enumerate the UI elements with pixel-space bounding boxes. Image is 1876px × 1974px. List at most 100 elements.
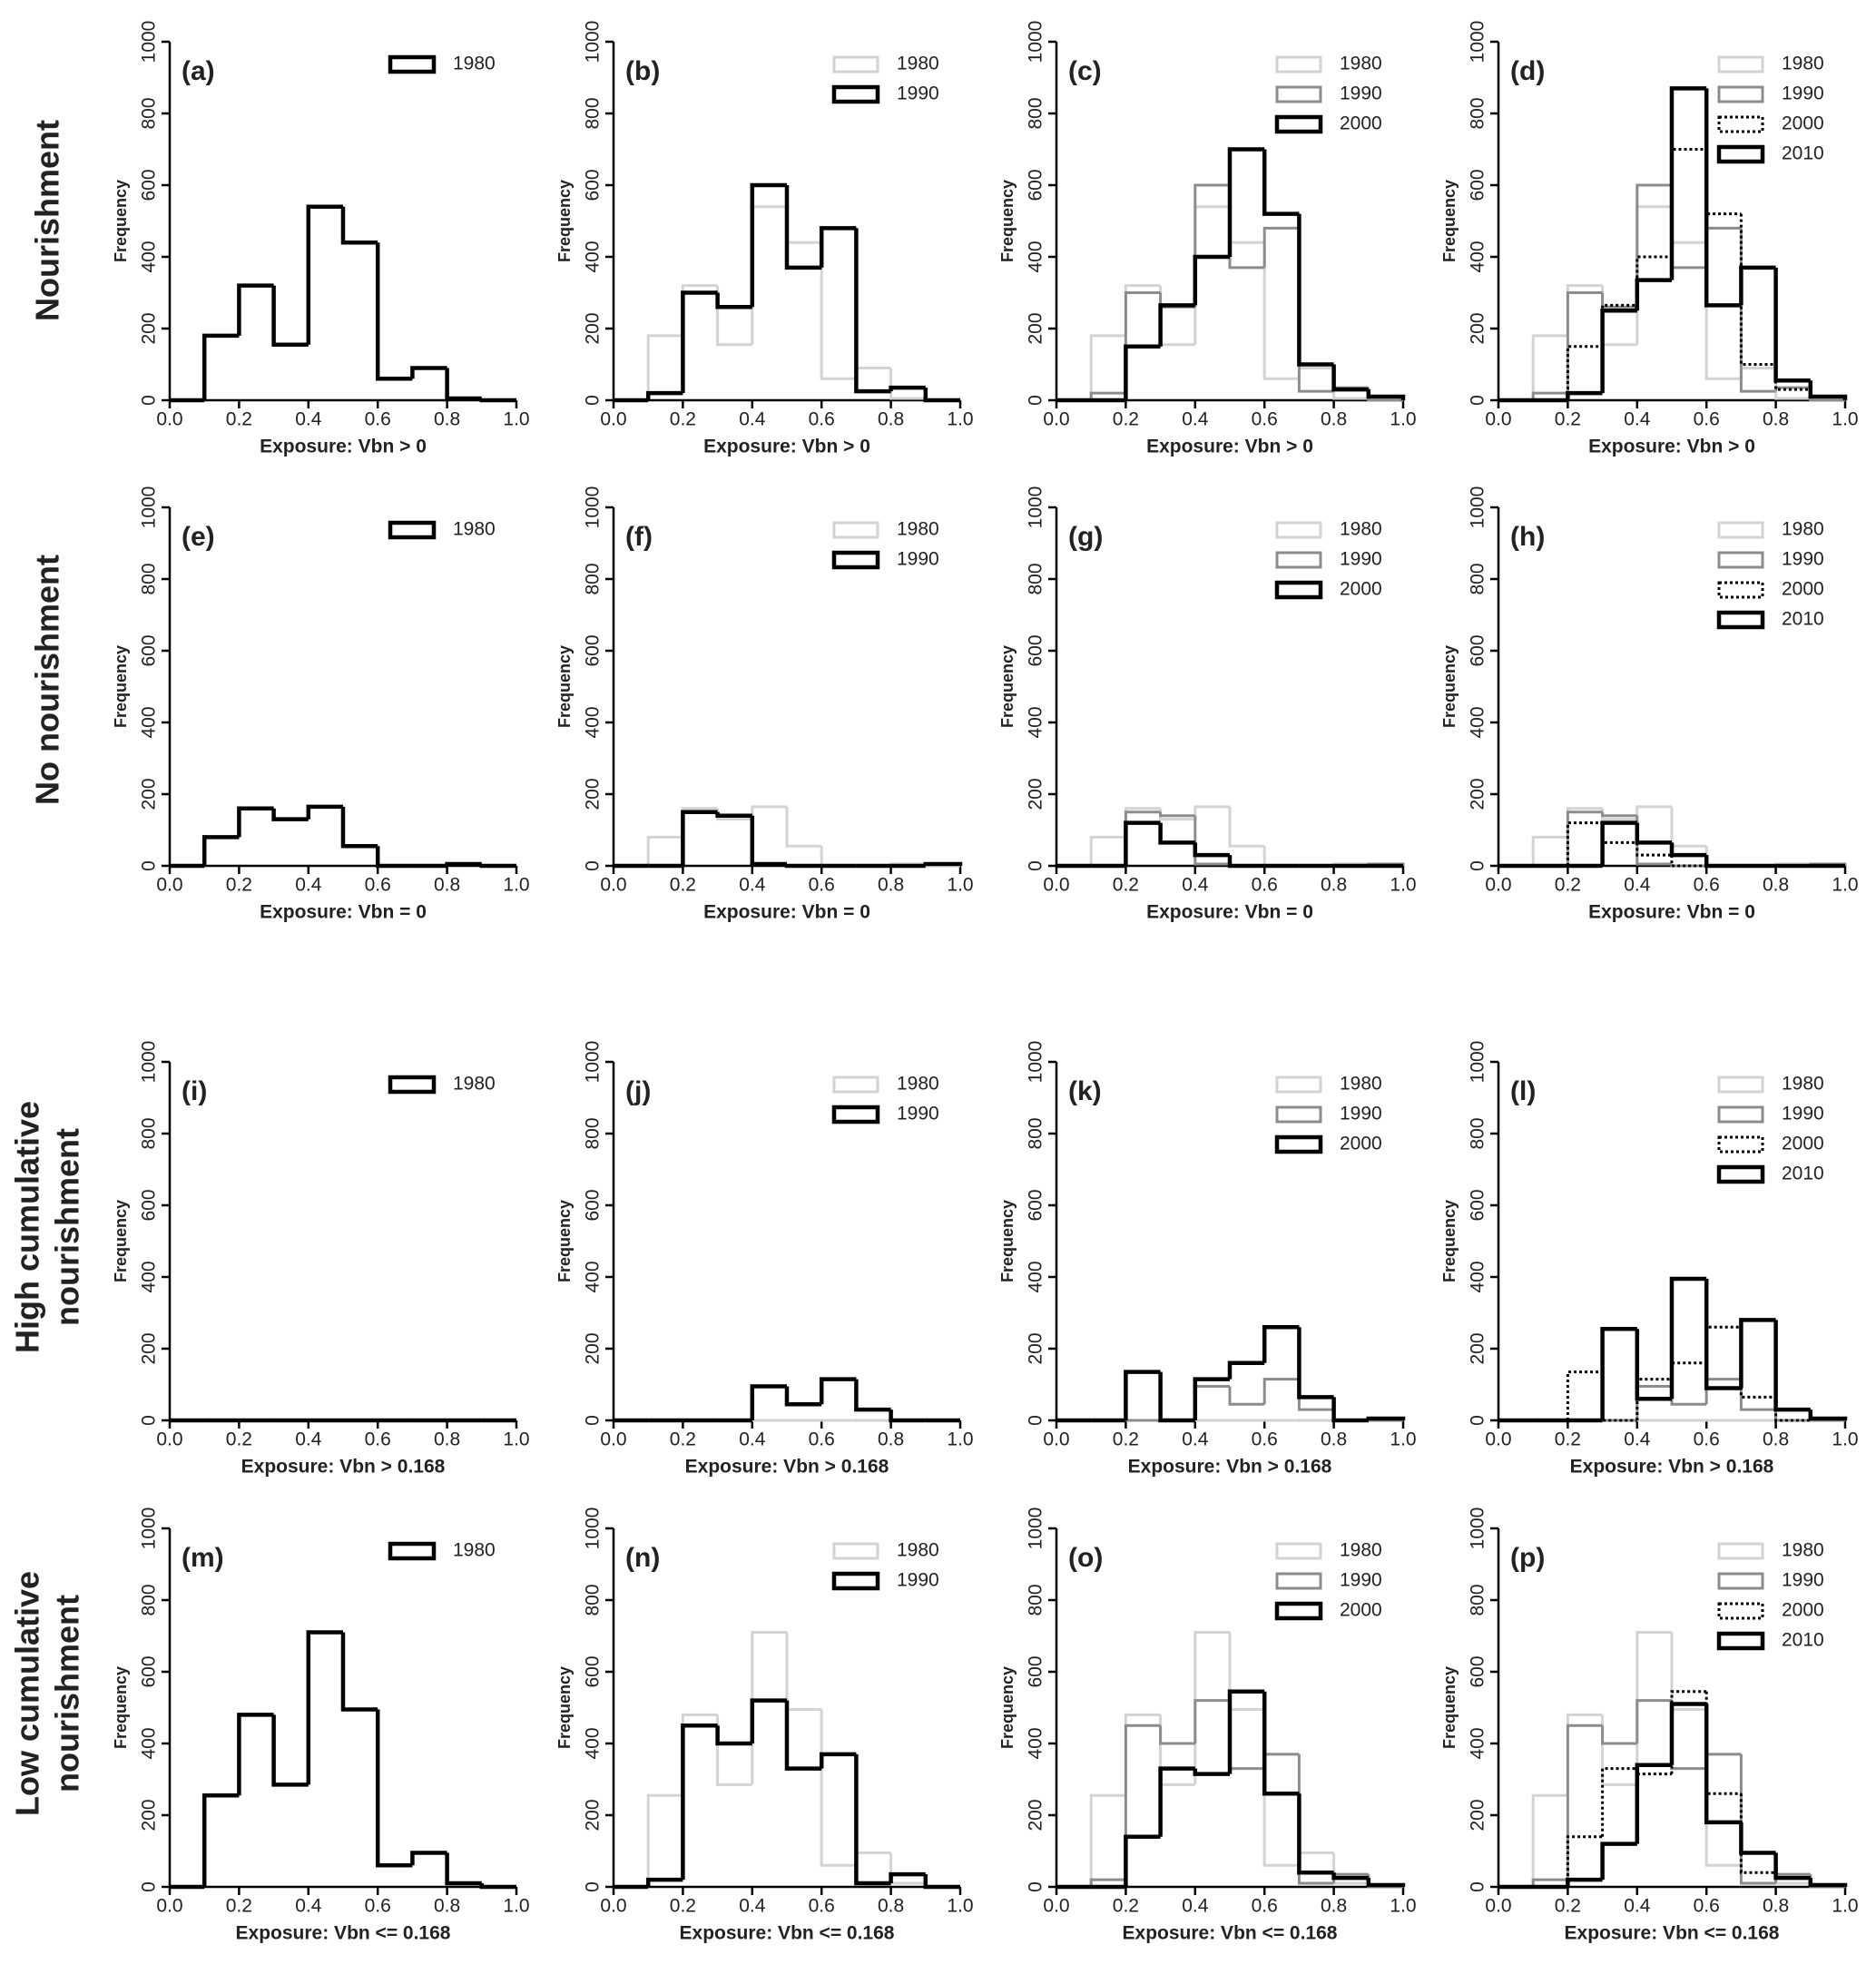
x-tick-label: 0.0 — [1043, 875, 1069, 896]
histogram-step — [306, 1630, 343, 1785]
x-tick-label: 0.6 — [809, 1429, 835, 1450]
legend-swatch — [1274, 1134, 1323, 1154]
x-tick-label: 0.8 — [1763, 409, 1789, 430]
panel-label: (d) — [1510, 56, 1545, 86]
x-tick-label: 0.2 — [1555, 875, 1581, 896]
x-tick-label: 0.8 — [1763, 1429, 1789, 1450]
x-tick-label: 0.6 — [1252, 1429, 1278, 1450]
x-tick-label: 0.8 — [434, 1429, 460, 1450]
x-tick-label: 0.6 — [1694, 875, 1720, 896]
legend-swatch — [1717, 551, 1764, 569]
histogram-step — [889, 368, 926, 400]
histogram-step — [1158, 303, 1195, 347]
histogram-step — [1635, 805, 1672, 820]
x-axis-label: Exposure: Vbn > 0 — [260, 437, 427, 457]
x-tick-label: 0.2 — [670, 1429, 696, 1450]
histogram-step — [1193, 254, 1230, 306]
legend-label: 1980 — [453, 519, 496, 540]
x-tick-label: 0.2 — [670, 875, 696, 896]
histogram-step — [1670, 148, 1707, 257]
x-tick-label: 0.0 — [600, 875, 626, 896]
y-tick-label: 600 — [139, 169, 160, 201]
x-axis-label: Exposure: Vbn > 0.168 — [241, 1457, 446, 1478]
x-tick-label: 0.4 — [739, 1429, 766, 1450]
x-tick-label: 0.2 — [1113, 1429, 1139, 1450]
x-tick-label: 0.6 — [1694, 1429, 1720, 1450]
y-tick-label: 600 — [583, 1655, 604, 1687]
x-tick-label: 0.8 — [1321, 1429, 1347, 1450]
y-tick-label: 400 — [1468, 706, 1488, 738]
y-tick-label: 800 — [139, 1584, 160, 1616]
histogram-step — [1704, 242, 1742, 380]
x-tick-label: 1.0 — [503, 1896, 529, 1917]
y-tick-label: 800 — [1026, 97, 1046, 129]
row-label: No nourishment — [29, 555, 66, 805]
histogram-step — [1531, 1878, 1568, 1887]
histogram-step — [1124, 291, 1161, 394]
histogram-step — [1124, 344, 1161, 400]
histogram-step — [1601, 1714, 1637, 1786]
row-label: Low cumulative — [9, 1571, 46, 1816]
y-axis-label: Frequency — [555, 1200, 574, 1282]
histogram-step — [1600, 1327, 1637, 1420]
histogram-step — [1193, 842, 1230, 858]
histogram-step — [1193, 205, 1230, 345]
y-axis-label: Frequency — [998, 645, 1017, 728]
histogram-step — [1635, 278, 1672, 311]
histogram-step — [1601, 808, 1637, 821]
histogram-step — [646, 334, 683, 400]
legend-swatch — [1717, 1542, 1764, 1560]
histogram-step — [645, 390, 683, 400]
histogram-step — [716, 285, 752, 347]
x-axis-label: Exposure: Vbn > 0 — [1588, 437, 1755, 457]
y-tick-label: 0 — [139, 1881, 160, 1892]
y-tick-label: 400 — [1468, 241, 1488, 272]
x-tick-label: 0.0 — [156, 875, 182, 896]
y-axis-label: Frequency — [998, 180, 1017, 262]
histogram-step — [1601, 1767, 1637, 1837]
histogram-step — [1601, 1371, 1637, 1422]
y-tick-label: 400 — [1026, 706, 1046, 738]
histogram-step — [306, 204, 343, 345]
legend-swatch — [832, 1075, 879, 1094]
x-tick-label: 0.0 — [600, 1429, 626, 1450]
histogram-step — [1124, 1834, 1161, 1887]
y-tick-label: 600 — [139, 1655, 160, 1687]
y-tick-label: 1000 — [139, 1041, 160, 1084]
histogram-step — [1774, 368, 1811, 400]
legend-label: 2000 — [1782, 113, 1824, 134]
legend-label: 2000 — [1340, 579, 1382, 600]
x-axis-label: Exposure: Vbn <= 0.168 — [1123, 1923, 1338, 1944]
y-tick-label: 400 — [139, 1261, 160, 1292]
legend-label: 1990 — [897, 83, 939, 104]
histogram-step — [1566, 810, 1603, 866]
histogram-step — [1228, 1632, 1265, 1711]
x-tick-label: 0.4 — [739, 1896, 766, 1917]
histogram-step — [1193, 183, 1230, 308]
panel-label: (l) — [1510, 1076, 1536, 1106]
y-tick-label: 600 — [1026, 169, 1046, 201]
y-tick-label: 0 — [139, 860, 160, 871]
histogram-step — [1566, 345, 1603, 400]
histogram-step — [1331, 1397, 1369, 1423]
histogram-step — [201, 333, 240, 400]
x-tick-label: 0.0 — [1485, 875, 1511, 896]
legend-swatch — [1716, 1631, 1765, 1651]
y-tick-label: 400 — [1468, 1261, 1488, 1292]
histogram-step — [819, 226, 857, 268]
y-tick-label: 200 — [1026, 1332, 1046, 1364]
x-tick-label: 0.6 — [1252, 875, 1278, 896]
histogram-step — [1635, 1631, 1672, 1785]
histogram-step — [1531, 835, 1568, 866]
legend-swatch — [1717, 1135, 1764, 1154]
y-tick-label: 0 — [139, 395, 160, 406]
x-tick-label: 0.2 — [670, 1896, 696, 1917]
legend-label: 2010 — [1782, 1630, 1824, 1651]
histogram-step — [784, 1386, 822, 1407]
panel-label: (i) — [182, 1076, 207, 1106]
legend-label: 2000 — [1340, 1134, 1382, 1154]
histogram-step — [1159, 285, 1195, 347]
x-tick-label: 1.0 — [503, 1429, 529, 1450]
histogram-step — [1566, 291, 1603, 394]
